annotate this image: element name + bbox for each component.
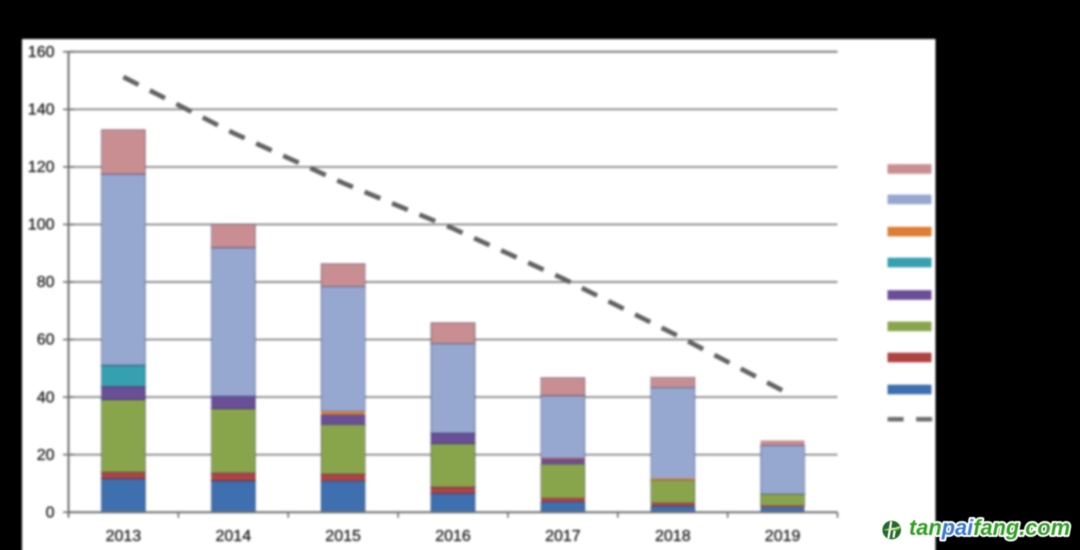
svg-text:140: 140	[28, 102, 55, 119]
svg-text:2016: 2016	[435, 528, 471, 545]
svg-text:80: 80	[37, 274, 55, 291]
svg-text:2015: 2015	[325, 528, 361, 545]
svg-text:2014: 2014	[216, 528, 252, 545]
svg-text:120: 120	[28, 159, 55, 176]
svg-text:2017: 2017	[545, 528, 581, 545]
svg-text:20: 20	[37, 447, 55, 464]
svg-text:tanpaifang.com: tanpaifang.com	[909, 515, 1070, 540]
svg-text:40: 40	[37, 389, 55, 406]
svg-text:2013: 2013	[106, 528, 142, 545]
svg-text:160: 160	[28, 44, 55, 61]
svg-text:100: 100	[28, 217, 55, 234]
svg-text:2018: 2018	[655, 528, 691, 545]
svg-text:2019: 2019	[765, 528, 801, 545]
svg-text:0: 0	[46, 504, 55, 521]
svg-text:60: 60	[37, 332, 55, 349]
